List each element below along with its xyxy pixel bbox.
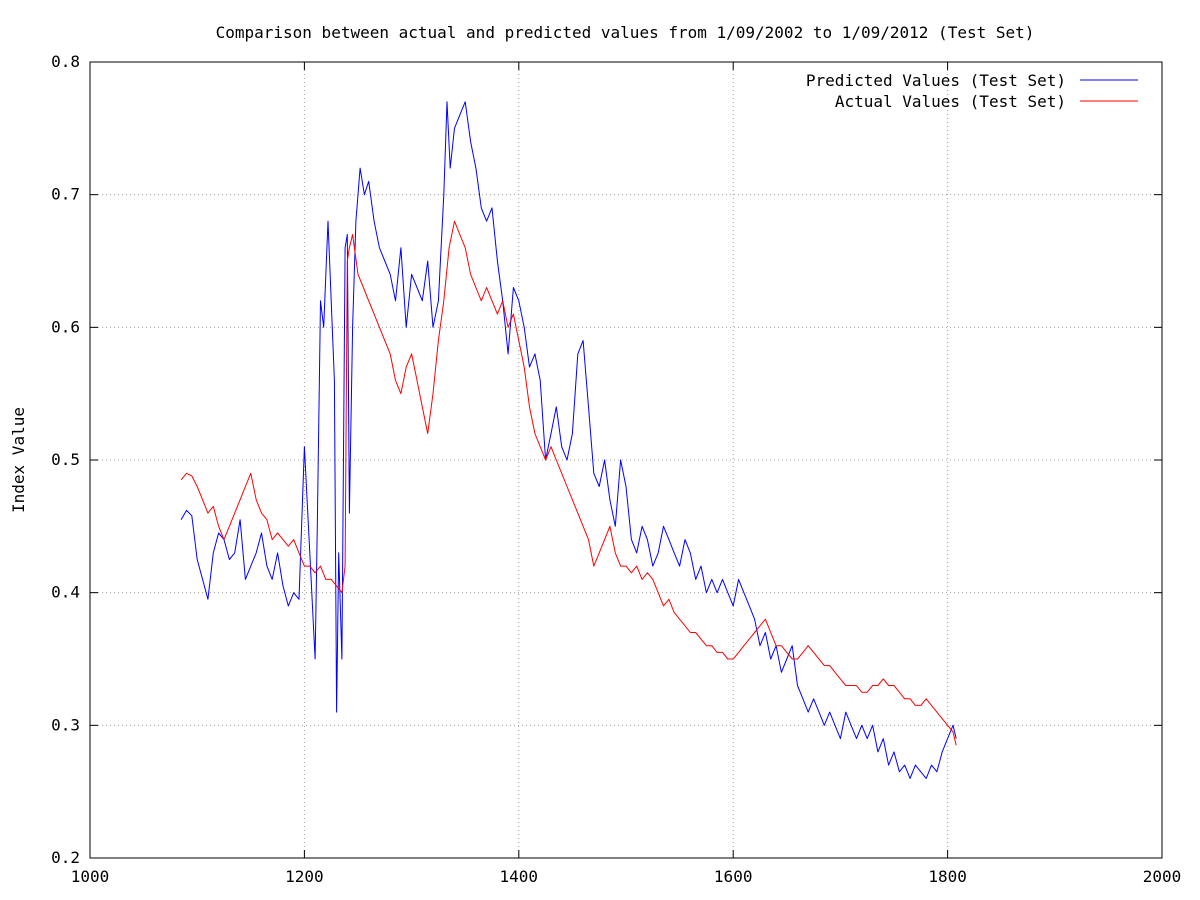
x-tick-label: 1200 xyxy=(285,867,324,886)
y-tick-label: 0.5 xyxy=(51,450,80,469)
y-tick-label: 0.3 xyxy=(51,715,80,734)
y-tick-label: 0.2 xyxy=(51,848,80,867)
y-axis-title: Index Value xyxy=(9,407,28,513)
legend-label-actual: Actual Values (Test Set) xyxy=(835,92,1066,111)
series-line-predicted xyxy=(180,101,957,779)
y-tick-label: 0.6 xyxy=(51,317,80,336)
x-tick-label: 1800 xyxy=(928,867,967,886)
x-tick-label: 2000 xyxy=(1143,867,1182,886)
series-lines xyxy=(180,101,957,779)
y-tick-label: 0.4 xyxy=(51,583,80,602)
grid xyxy=(90,62,1162,858)
legend-label-predicted: Predicted Values (Test Set) xyxy=(806,71,1066,90)
series-line-actual xyxy=(180,220,957,746)
legend: Predicted Values (Test Set) Actual Value… xyxy=(806,71,1138,111)
x-tick-label: 1400 xyxy=(500,867,539,886)
x-tick-label: 1600 xyxy=(714,867,753,886)
x-tick-label: 1000 xyxy=(71,867,110,886)
axis-ticks: 1000 1200 1400 1600 1800 2000 0.2 0.3 0.4 0.5 0.6 0… xyxy=(51,52,1181,886)
chart-title: Comparison between actual and predicted … xyxy=(216,23,1035,42)
y-tick-label: 0.8 xyxy=(51,52,80,71)
plot-frame xyxy=(89,61,1163,859)
y-tick-label: 0.7 xyxy=(51,185,80,204)
